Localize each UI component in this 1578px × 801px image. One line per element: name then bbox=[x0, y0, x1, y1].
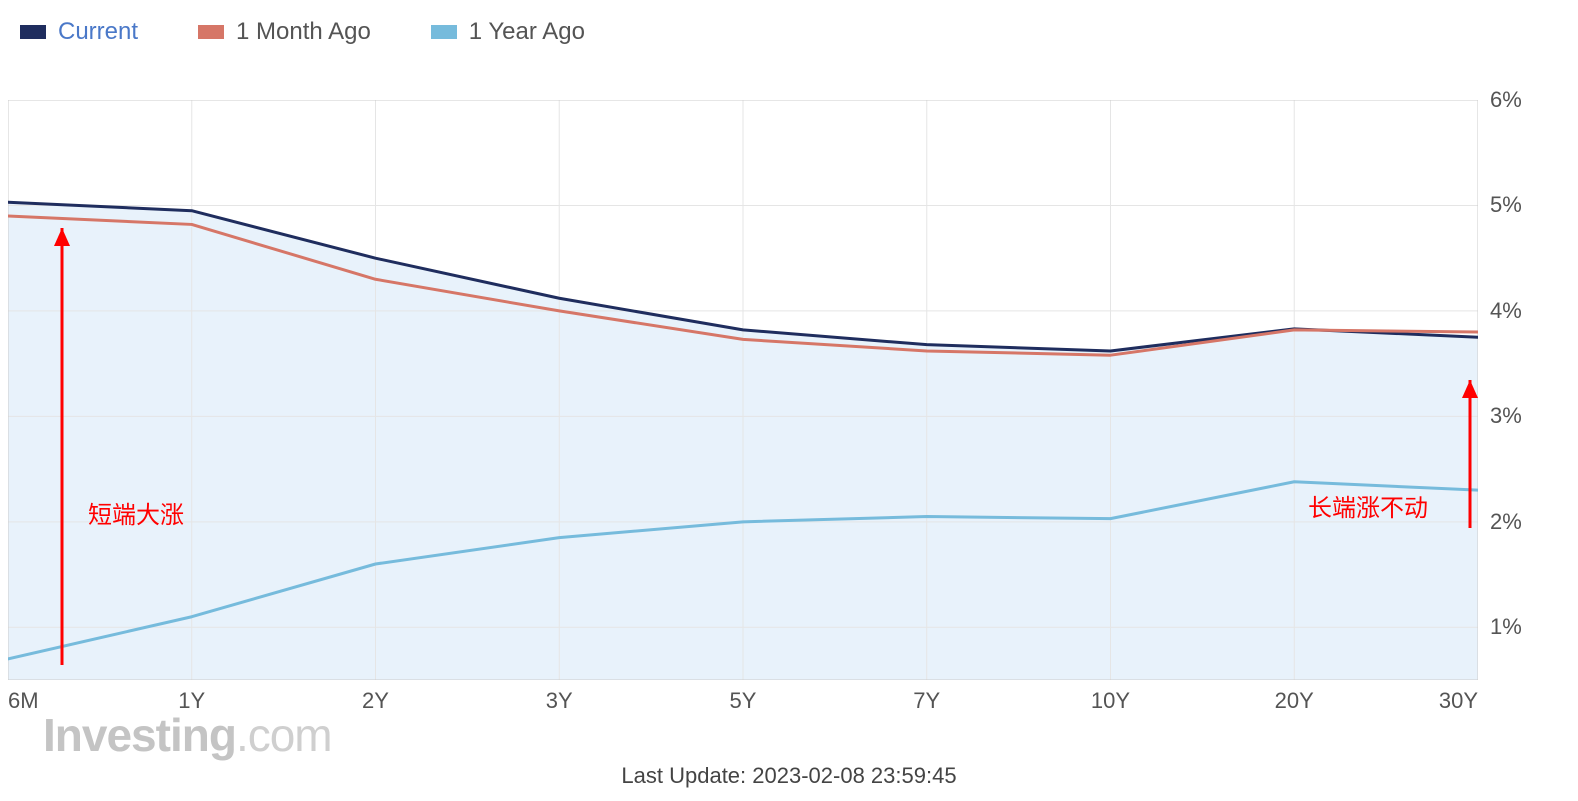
last-update-text: Last Update: 2023-02-08 23:59:45 bbox=[0, 763, 1578, 789]
y-axis-label: 3% bbox=[1490, 403, 1522, 429]
y-axis-label: 2% bbox=[1490, 509, 1522, 535]
x-axis-label: 1Y bbox=[178, 688, 205, 714]
legend-swatch-one-year-ago bbox=[431, 25, 457, 39]
y-axis-label: 4% bbox=[1490, 298, 1522, 324]
chart-legend: Current 1 Month Ago 1 Year Ago bbox=[0, 0, 1578, 46]
legend-label-current: Current bbox=[58, 18, 138, 46]
last-update-value: 2023-02-08 23:59:45 bbox=[752, 763, 956, 788]
x-axis-label: 5Y bbox=[730, 688, 757, 714]
legend-swatch-current bbox=[20, 25, 46, 39]
x-axis-label: 2Y bbox=[362, 688, 389, 714]
chart-plot-area: Investing.com bbox=[8, 100, 1478, 680]
y-axis-label: 6% bbox=[1490, 87, 1522, 113]
yield-curve-chart bbox=[8, 100, 1478, 680]
x-axis-label: 3Y bbox=[546, 688, 573, 714]
annotation-text-0: 短端大涨 bbox=[88, 495, 184, 530]
x-axis-label: 10Y bbox=[1091, 688, 1130, 714]
chart-container: Current 1 Month Ago 1 Year Ago Investing… bbox=[0, 0, 1578, 801]
legend-item-current[interactable]: Current bbox=[20, 18, 138, 46]
x-axis-label: 7Y bbox=[913, 688, 940, 714]
x-axis-label: 6M bbox=[8, 688, 39, 714]
legend-item-one-month-ago[interactable]: 1 Month Ago bbox=[198, 18, 371, 46]
y-axis-label: 5% bbox=[1490, 192, 1522, 218]
legend-item-one-year-ago[interactable]: 1 Year Ago bbox=[431, 18, 585, 46]
x-axis-labels: 6M 1Y 2Y 3Y 5Y 7Y 10Y 20Y 30Y bbox=[8, 688, 1478, 718]
legend-label-one-month-ago: 1 Month Ago bbox=[236, 18, 371, 46]
x-axis-label: 30Y bbox=[1439, 688, 1478, 714]
y-axis-label: 1% bbox=[1490, 614, 1522, 640]
annotation-text-1: 长端涨不动 bbox=[1308, 488, 1428, 523]
last-update-label: Last Update: bbox=[621, 763, 746, 788]
legend-label-one-year-ago: 1 Year Ago bbox=[469, 18, 585, 46]
y-axis-labels: 1%2%3%4%5%6% bbox=[1490, 100, 1570, 680]
legend-swatch-one-month-ago bbox=[198, 25, 224, 39]
x-axis-label: 20Y bbox=[1275, 688, 1314, 714]
